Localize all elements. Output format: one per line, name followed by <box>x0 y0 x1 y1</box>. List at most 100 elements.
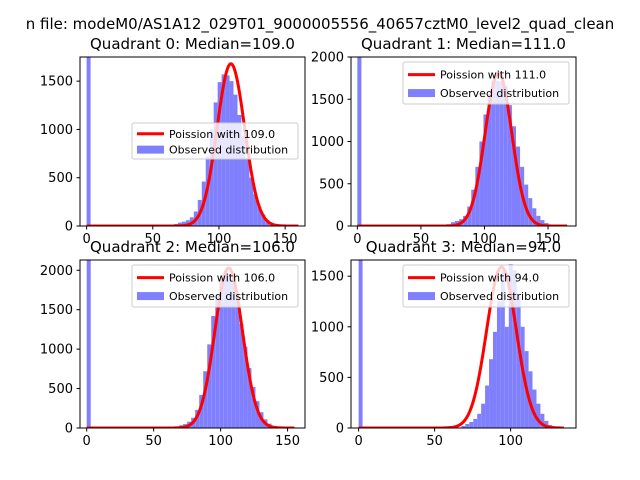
quadrant-3-plot-area <box>357 260 565 428</box>
quadrant-0-histogram-bar <box>249 177 254 226</box>
quadrant-3-histogram-bar <box>520 326 525 428</box>
quadrant-1-histogram-bar <box>528 198 533 226</box>
quadrant-3-legend-frame <box>402 264 570 308</box>
quadrant-1-histogram-bar <box>479 141 484 226</box>
quadrant-1-histogram-bar <box>503 85 508 226</box>
quadrant-2-title: Quadrant 2: Median=106.0 <box>90 238 295 256</box>
quadrant-3-x-tick-label: 50 <box>426 434 443 449</box>
quadrant-3-histogram-bar <box>465 423 470 428</box>
quadrant-2-y-tick-label: 500 <box>48 382 73 397</box>
quadrant-3-legend-line-label: Poission with 94.0 <box>440 272 539 285</box>
quadrant-0-poisson-line <box>85 62 300 226</box>
quadrant-2-x-tick-label: 150 <box>275 434 300 449</box>
quadrant-1-histogram-bar <box>471 189 476 226</box>
quadrant-0-title: Quadrant 0: Median=109.0 <box>90 35 295 53</box>
quadrant-1-y-tick-label: 1500 <box>311 93 344 108</box>
quadrant-1-y-tick-label: 2000 <box>311 51 344 66</box>
quadrant-3-histogram-bar <box>358 260 363 428</box>
quadrant-0-histogram-bar <box>253 194 258 226</box>
quadrant-0-histogram-bar <box>177 222 182 226</box>
quadrant-3-histogram-bar <box>536 403 541 428</box>
quadrant-3-y-tick-label: 500 <box>319 371 344 386</box>
quadrant-2-histogram-bar <box>86 260 91 428</box>
quadrant-3-histogram-bar <box>504 326 509 428</box>
quadrant-1-histogram-bar <box>491 80 496 226</box>
quadrant-3-histogram-bar <box>485 385 490 428</box>
quadrant-2-x-tick-label: 0 <box>83 434 91 449</box>
quadrant-3-histogram-bar <box>540 413 545 428</box>
quadrant-2-y-tick-label: 2000 <box>40 264 73 279</box>
quadrant-2-histogram-bar <box>219 278 224 428</box>
quadrant-2-y-tick-label: 1000 <box>40 343 73 358</box>
quadrant-2-histogram-bar <box>211 316 216 428</box>
quadrant-3-x-tick-label: 100 <box>498 434 523 449</box>
quadrant-3-legend: Poission with 94.0 Observed distribution <box>402 264 570 308</box>
quadrant-1-histogram-bar <box>540 220 545 226</box>
quadrant-2-poisson-line <box>85 266 296 428</box>
quadrant-0-axes-frame <box>79 56 306 227</box>
quadrant-2-histogram-bar <box>203 371 208 428</box>
quadrant-1-histogram-bar <box>467 206 472 226</box>
quadrant-3-y-tick-label: 1500 <box>311 270 344 285</box>
quadrant-3-y-tick-label: 0 <box>336 422 344 437</box>
quadrant-3-histogram-bar <box>473 418 478 428</box>
quadrant-0-histogram-bar <box>237 114 242 226</box>
quadrant-2-histogram-bar <box>235 297 240 428</box>
quadrant-3-histogram-bar <box>469 421 474 428</box>
quadrant-0-histogram-bar <box>209 129 214 226</box>
quadrant-0-x-tick-label: 50 <box>145 232 162 247</box>
quadrant-2-histogram-bar <box>239 323 244 428</box>
quadrant-3-legend-bar-swatch <box>408 292 435 301</box>
quadrant-0-histogram-bar <box>241 136 246 226</box>
quadrant-3-histogram-bar <box>512 270 517 428</box>
quadrant-0-histogram-bar <box>213 102 218 226</box>
figure-suptitle: n file: modeM0/AS1A12_029T01_9000005556_… <box>26 15 615 34</box>
quadrant-2-y-tick-label: 0 <box>65 422 73 437</box>
quadrant-0-x-tick-label: 150 <box>273 232 298 247</box>
quadrant-2-legend-line-label: Poission with 106.0 <box>169 272 275 285</box>
quadrant-1-histogram-bar <box>487 94 492 226</box>
quadrant-1-panel: Quadrant 1: Median=111.00 50 100 1500500100… <box>311 35 577 247</box>
quadrant-0-legend-frame <box>131 122 299 160</box>
quadrant-3-title: Quadrant 3: Median=94.0 <box>366 238 561 256</box>
quadrant-1-legend-bar-label: Observed distribution <box>440 87 559 100</box>
quadrant-2-legend-bar-swatch <box>137 292 164 301</box>
quadrant-1-x-tick-label: 0 <box>353 232 361 247</box>
quadrant-3-panel: Quadrant 3: Median=94.00 50 10005001000150… <box>311 238 577 449</box>
quadrant-1-histogram-bar <box>536 215 541 226</box>
quadrant-0-histogram-bar <box>257 206 262 226</box>
quadrant-3-histogram-bar <box>461 425 466 428</box>
quadrant-2-histogram-bar <box>231 280 236 428</box>
quadrant-1-x-tick-label: 50 <box>413 232 430 247</box>
quadrant-1-y-tick-label: 1000 <box>311 135 344 150</box>
quadrant-1-title: Quadrant 1: Median=111.0 <box>361 35 566 53</box>
quadrant-0-y-tick-label: 1500 <box>40 75 73 90</box>
quadrant-1-histogram-bar <box>532 208 537 226</box>
quadrant-0-legend-bar-label: Observed distribution <box>169 144 288 157</box>
quadrant-3-histogram-bar <box>516 296 521 428</box>
quadrant-1-histogram-bar <box>507 105 512 226</box>
quadrant-2-legend-bar-label: Observed distribution <box>169 290 288 303</box>
quadrant-1-x-tick-label: 150 <box>536 232 561 247</box>
quadrant-2-legend: Poission with 106.0 Observed distribution <box>131 264 299 308</box>
quadrant-1-y-tick-label: 0 <box>336 220 344 235</box>
quadrant-0-x-tick-label: 0 <box>82 232 90 247</box>
quadrant-panels: Quadrant 0: Median=109.00 50 100 1500500100… <box>40 35 577 449</box>
quadrant-2-histogram-bar <box>207 344 212 428</box>
quadrant-2-axes-frame <box>79 259 306 429</box>
quadrant-2-legend-frame <box>131 264 299 308</box>
quadrant-2-x-tick-label: 100 <box>208 434 233 449</box>
quadrant-2-histogram-bar <box>251 386 256 428</box>
quadrant-1-y-tick-label: 500 <box>319 177 344 192</box>
quadrant-1-legend-frame <box>402 61 570 105</box>
quadrant-1-poisson-line <box>356 71 568 226</box>
quadrant-1-histogram-bar <box>495 80 500 226</box>
quadrant-0-histogram-bar <box>245 158 250 226</box>
quadrant-3-histogram-bar <box>492 331 497 428</box>
quadrant-1-histogram-bar <box>483 114 488 226</box>
quadrant-2-histogram-bar <box>243 346 248 428</box>
quadrant-0-legend: Poission with 109.0 Observed distribution <box>131 122 299 160</box>
quadrant-0-histogram-bar <box>261 214 266 226</box>
quadrant-2-x-tick-label: 50 <box>145 434 162 449</box>
